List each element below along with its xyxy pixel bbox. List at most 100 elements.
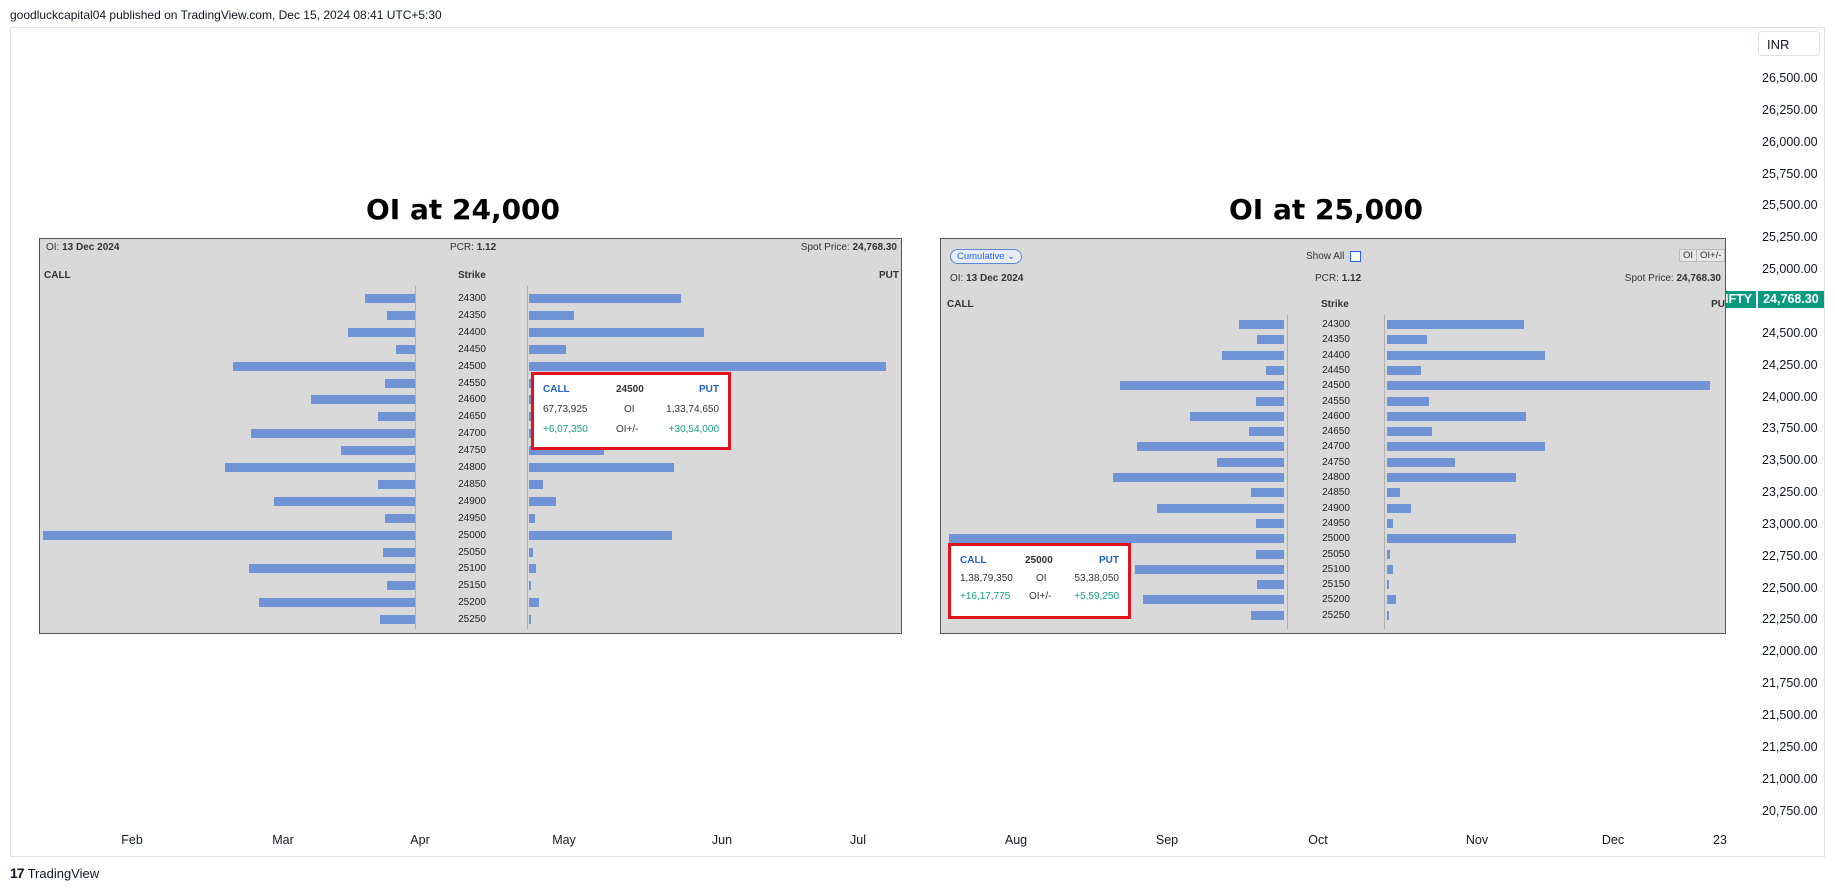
strike-label: 24650	[1322, 426, 1350, 438]
call-oi-bar[interactable]	[232, 361, 415, 371]
call-oi-bar[interactable]	[1222, 350, 1284, 360]
put-oi-bar[interactable]	[1387, 320, 1525, 329]
oi-panel-25000: Cumulative ⌄ Show All OI OI+/- OI: 13 De…	[940, 238, 1726, 634]
call-oi-bar[interactable]	[1248, 427, 1284, 437]
time-tick-label: Feb	[121, 833, 143, 847]
call-column-header: CALL	[44, 270, 71, 281]
call-oi-bar[interactable]	[258, 598, 415, 608]
put-oi-bar[interactable]	[1387, 610, 1389, 620]
call-oi-bar[interactable]	[1238, 320, 1284, 329]
price-tick-label: 25,250.00	[1762, 230, 1818, 245]
put-oi-bar[interactable]	[1387, 473, 1517, 482]
call-oi-bar[interactable]	[385, 378, 415, 388]
put-oi-bar[interactable]	[529, 513, 536, 523]
call-oi-bar[interactable]	[379, 615, 415, 625]
call-oi-bar[interactable]	[348, 327, 415, 337]
put-oi-bar[interactable]	[529, 463, 674, 472]
oi-panel-24000: OI: 13 Dec 2024 PCR: 1.12 Spot Price: 24…	[39, 238, 902, 634]
call-oi-bar[interactable]	[225, 463, 415, 472]
put-oi-bar[interactable]	[1387, 580, 1389, 590]
time-tick-label: Oct	[1308, 833, 1328, 847]
oi-toggle[interactable]: OI	[1679, 249, 1698, 262]
put-oi-bar[interactable]	[1387, 549, 1391, 559]
oi-change-toggle[interactable]: OI+/-	[1696, 249, 1726, 262]
call-oi-bar[interactable]	[1156, 503, 1284, 513]
put-oi-bar[interactable]	[529, 327, 704, 337]
put-oi-bar[interactable]	[529, 294, 681, 303]
put-oi-bar[interactable]	[1387, 381, 1710, 391]
call-oi-bar[interactable]	[1250, 488, 1284, 498]
put-oi-bar[interactable]	[1387, 365, 1421, 375]
tooltip-put-label: PUT	[699, 384, 719, 395]
call-oi-bar[interactable]	[377, 479, 415, 489]
call-oi-bar[interactable]	[1113, 473, 1284, 482]
call-oi-bar[interactable]	[1119, 381, 1284, 391]
put-oi-bar[interactable]	[1387, 427, 1433, 437]
put-oi-bar[interactable]	[529, 564, 537, 574]
call-oi-bar[interactable]	[1255, 396, 1284, 406]
put-oi-bar[interactable]	[529, 581, 532, 591]
call-oi-bar[interactable]	[1134, 564, 1284, 574]
time-tick-label: Mar	[272, 833, 294, 847]
put-oi-bar[interactable]	[529, 344, 567, 354]
put-oi-bar[interactable]	[1387, 534, 1517, 544]
currency-button[interactable]: INR	[1758, 31, 1820, 56]
call-oi-bar[interactable]	[385, 513, 415, 523]
call-oi-bar[interactable]	[383, 547, 415, 557]
put-oi-bar[interactable]	[529, 615, 532, 625]
call-oi-bar[interactable]	[1255, 549, 1284, 559]
put-oi-bar[interactable]	[529, 530, 672, 540]
put-oi-bar[interactable]	[1387, 564, 1394, 574]
call-oi-bar[interactable]	[1265, 365, 1284, 375]
call-oi-bar[interactable]	[387, 581, 415, 591]
call-oi-bar[interactable]	[364, 294, 415, 303]
call-oi-bar[interactable]	[1255, 518, 1284, 528]
call-oi-bar[interactable]	[310, 395, 415, 405]
put-oi-bar[interactable]	[1387, 335, 1428, 345]
strike-label: 25000	[1322, 533, 1350, 545]
call-oi-bar[interactable]	[949, 534, 1284, 544]
chart-area[interactable]	[10, 27, 1825, 857]
tooltip-put-change: +5,59,250	[1074, 591, 1119, 602]
put-oi-bar[interactable]	[529, 361, 886, 371]
put-oi-bar[interactable]	[1387, 442, 1546, 452]
put-oi-bar[interactable]	[529, 598, 539, 608]
call-oi-bar[interactable]	[377, 412, 415, 422]
put-oi-bar[interactable]	[1387, 503, 1412, 513]
price-tick-label: 26,500.00	[1762, 71, 1818, 85]
call-oi-bar[interactable]	[387, 310, 415, 320]
call-oi-bar[interactable]	[251, 429, 415, 439]
cumulative-dropdown[interactable]: Cumulative ⌄	[950, 249, 1023, 264]
put-oi-bar[interactable]	[1387, 595, 1397, 605]
call-oi-bar[interactable]	[249, 564, 415, 574]
call-oi-bar[interactable]	[1190, 411, 1284, 421]
call-oi-bar[interactable]	[396, 344, 415, 354]
put-oi-bar[interactable]	[529, 496, 556, 506]
put-oi-bar[interactable]	[1387, 488, 1400, 498]
put-oi-bar[interactable]	[529, 310, 574, 320]
spot-price-label: Spot Price: 24,768.30	[1624, 273, 1721, 284]
call-oi-bar[interactable]	[340, 446, 415, 456]
price-tick-label: 23,750.00	[1762, 421, 1818, 436]
show-all-checkbox[interactable]	[1350, 251, 1361, 262]
call-oi-bar[interactable]	[1250, 610, 1284, 620]
put-oi-bar[interactable]	[1387, 518, 1394, 528]
tradingview-logo[interactable]: 17 TradingView	[10, 865, 99, 881]
put-oi-bar[interactable]	[529, 547, 533, 557]
call-oi-bar[interactable]	[43, 530, 415, 540]
price-tick-label: 22,000.00	[1762, 644, 1818, 659]
put-oi-bar[interactable]	[1387, 350, 1546, 360]
put-oi-bar[interactable]	[1387, 411, 1526, 421]
call-oi-bar[interactable]	[1257, 335, 1284, 345]
call-oi-bar[interactable]	[1217, 457, 1284, 467]
call-oi-bar[interactable]	[1136, 442, 1284, 452]
strike-label: 24850	[458, 478, 486, 490]
panel-2-title: OI at 25,000	[1228, 193, 1424, 226]
put-oi-bar[interactable]	[529, 479, 544, 489]
call-oi-bar[interactable]	[273, 496, 415, 506]
call-oi-bar[interactable]	[1257, 580, 1284, 590]
call-oi-bar[interactable]	[1143, 595, 1284, 605]
put-oi-bar[interactable]	[529, 446, 604, 456]
put-oi-bar[interactable]	[1387, 457, 1455, 467]
put-oi-bar[interactable]	[1387, 396, 1429, 406]
